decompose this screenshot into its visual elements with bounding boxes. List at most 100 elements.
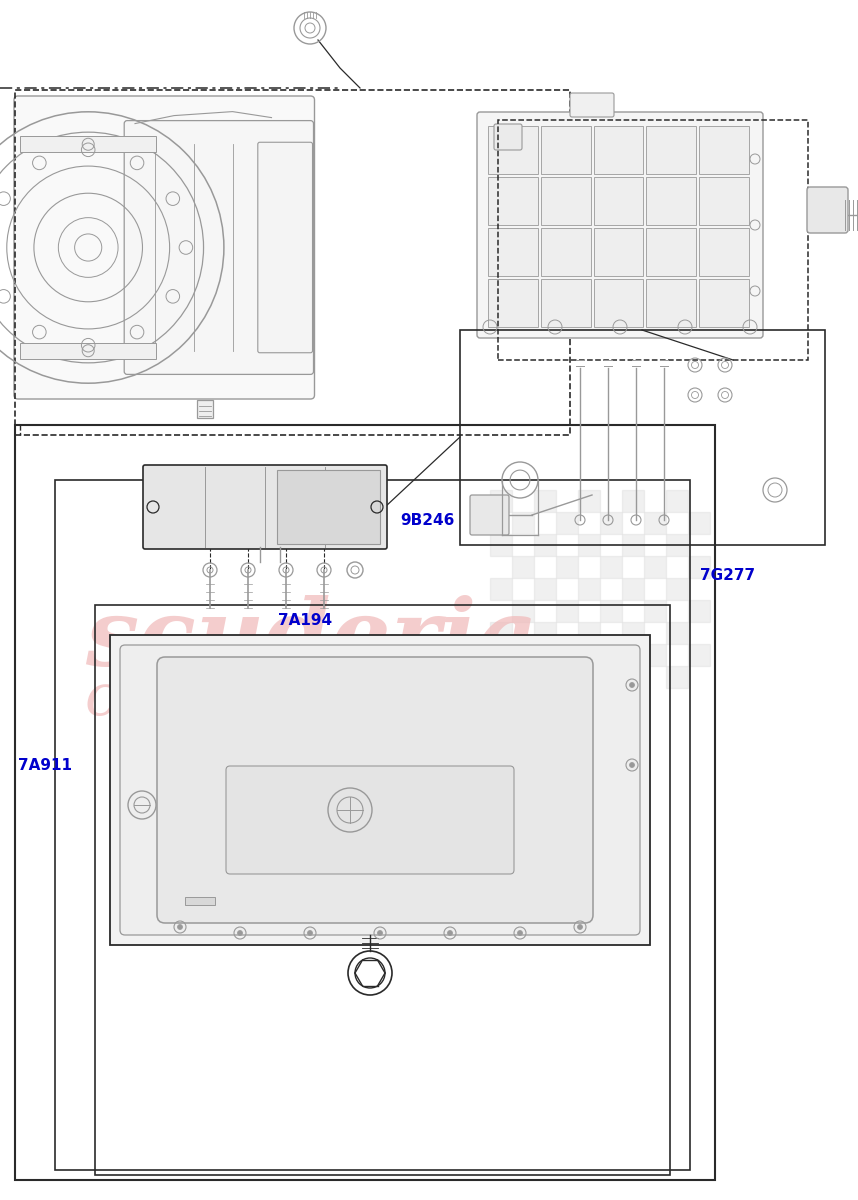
Bar (15, 425, 715, 1180)
Bar (185, 898, 215, 905)
Bar (556, 556, 578, 578)
Bar (646, 278, 696, 326)
Bar (688, 600, 710, 622)
FancyBboxPatch shape (477, 112, 763, 338)
Bar (490, 666, 512, 688)
Bar (622, 490, 644, 512)
Bar (594, 176, 644, 226)
Bar (688, 556, 710, 578)
Bar (95, 605, 670, 1175)
Bar (622, 666, 644, 688)
Bar (488, 126, 538, 174)
Bar (534, 534, 556, 556)
Bar (556, 644, 578, 666)
Bar (622, 534, 644, 556)
Bar (699, 278, 749, 326)
FancyBboxPatch shape (226, 766, 514, 874)
Bar (578, 666, 600, 688)
Bar (512, 556, 534, 578)
Bar (646, 126, 696, 174)
Bar (600, 644, 622, 666)
Bar (644, 512, 666, 534)
Bar (512, 644, 534, 666)
Bar (534, 622, 556, 644)
Bar (488, 176, 538, 226)
Bar (699, 126, 749, 174)
Circle shape (178, 924, 183, 930)
Text: 7A194: 7A194 (278, 613, 332, 628)
Bar (541, 176, 590, 226)
Bar (622, 622, 644, 644)
Bar (578, 622, 600, 644)
Bar (666, 534, 688, 556)
Bar (541, 126, 590, 174)
Circle shape (630, 762, 635, 768)
Bar (490, 534, 512, 556)
Bar (534, 666, 556, 688)
Bar (644, 600, 666, 622)
Bar (666, 622, 688, 644)
Bar (498, 120, 808, 360)
Bar (21, 137, 156, 152)
FancyBboxPatch shape (124, 120, 313, 374)
Bar (699, 176, 749, 226)
Circle shape (307, 930, 312, 936)
Bar (600, 512, 622, 534)
Bar (541, 228, 590, 276)
FancyBboxPatch shape (157, 658, 593, 923)
Bar (556, 600, 578, 622)
Text: 7G277: 7G277 (700, 568, 755, 583)
Bar (490, 578, 512, 600)
Bar (688, 512, 710, 534)
Bar (512, 512, 534, 534)
Bar (594, 126, 644, 174)
Bar (622, 578, 644, 600)
Text: scuderia: scuderia (85, 595, 538, 685)
FancyBboxPatch shape (494, 124, 522, 150)
Bar (277, 470, 380, 544)
Bar (512, 600, 534, 622)
Bar (644, 556, 666, 578)
FancyBboxPatch shape (807, 187, 848, 233)
Bar (541, 278, 590, 326)
Text: car  parts: car parts (85, 672, 371, 728)
Bar (578, 490, 600, 512)
FancyBboxPatch shape (14, 96, 315, 398)
FancyBboxPatch shape (570, 92, 614, 116)
Bar (646, 228, 696, 276)
Bar (699, 228, 749, 276)
Circle shape (517, 930, 523, 936)
Bar (490, 622, 512, 644)
Bar (600, 556, 622, 578)
FancyBboxPatch shape (470, 494, 509, 535)
Bar (578, 578, 600, 600)
Bar (556, 512, 578, 534)
Text: 7A911: 7A911 (18, 758, 72, 773)
Bar (488, 278, 538, 326)
Circle shape (448, 930, 452, 936)
Bar (460, 330, 825, 545)
Bar (688, 644, 710, 666)
Bar (666, 490, 688, 512)
Circle shape (577, 924, 583, 930)
FancyBboxPatch shape (257, 143, 312, 353)
Bar (490, 490, 512, 512)
Text: 9B246: 9B246 (400, 514, 455, 528)
Bar (110, 635, 650, 946)
Bar (55, 480, 690, 1170)
Bar (644, 644, 666, 666)
Bar (534, 578, 556, 600)
FancyBboxPatch shape (143, 464, 387, 550)
Bar (666, 578, 688, 600)
Bar (534, 490, 556, 512)
Circle shape (378, 930, 383, 936)
Bar (488, 228, 538, 276)
Bar (21, 343, 156, 359)
Bar (197, 400, 213, 418)
Bar (594, 278, 644, 326)
Bar (600, 600, 622, 622)
Bar (578, 534, 600, 556)
Bar (15, 90, 570, 434)
FancyBboxPatch shape (120, 646, 640, 935)
Bar (594, 228, 644, 276)
